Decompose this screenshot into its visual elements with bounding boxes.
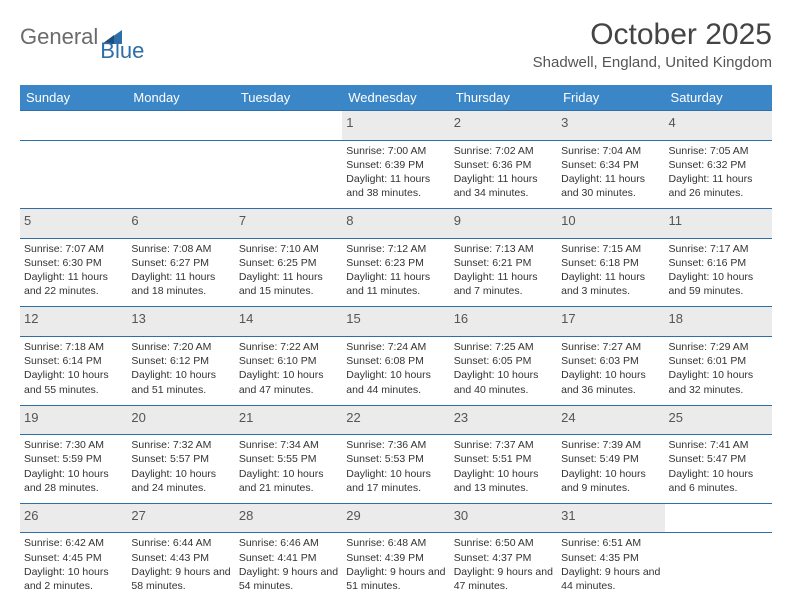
daynum-row: 19202122232425 bbox=[20, 405, 772, 435]
daynum-row: 262728293031 bbox=[20, 503, 772, 533]
day-number: 6 bbox=[127, 209, 234, 239]
empty-daynum bbox=[235, 111, 342, 141]
day-number: 24 bbox=[557, 405, 664, 435]
day-info: Sunrise: 7:22 AMSunset: 6:10 PMDaylight:… bbox=[235, 337, 342, 406]
day-info: Sunrise: 7:24 AMSunset: 6:08 PMDaylight:… bbox=[342, 337, 449, 406]
day-number: 29 bbox=[342, 503, 449, 533]
day-header-row: SundayMondayTuesdayWednesdayThursdayFrid… bbox=[20, 85, 772, 111]
empty-cell bbox=[127, 140, 234, 209]
info-row: Sunrise: 7:00 AMSunset: 6:39 PMDaylight:… bbox=[20, 140, 772, 209]
day-info: Sunrise: 7:07 AMSunset: 6:30 PMDaylight:… bbox=[20, 238, 127, 307]
day-number: 15 bbox=[342, 307, 449, 337]
day-number: 9 bbox=[450, 209, 557, 239]
day-info: Sunrise: 7:13 AMSunset: 6:21 PMDaylight:… bbox=[450, 238, 557, 307]
day-info: Sunrise: 7:27 AMSunset: 6:03 PMDaylight:… bbox=[557, 337, 664, 406]
day-info: Sunrise: 7:04 AMSunset: 6:34 PMDaylight:… bbox=[557, 140, 664, 209]
daynum-row: 12131415161718 bbox=[20, 307, 772, 337]
day-number: 30 bbox=[450, 503, 557, 533]
calendar-body: 1234Sunrise: 7:00 AMSunset: 6:39 PMDayli… bbox=[20, 111, 772, 602]
header: General Blue October 2025 Shadwell, Engl… bbox=[20, 18, 772, 71]
day-number: 26 bbox=[20, 503, 127, 533]
day-header: Saturday bbox=[665, 85, 772, 111]
day-number: 14 bbox=[235, 307, 342, 337]
day-number: 10 bbox=[557, 209, 664, 239]
day-number: 20 bbox=[127, 405, 234, 435]
day-header: Wednesday bbox=[342, 85, 449, 111]
day-number: 19 bbox=[20, 405, 127, 435]
day-info: Sunrise: 7:15 AMSunset: 6:18 PMDaylight:… bbox=[557, 238, 664, 307]
day-info: Sunrise: 6:46 AMSunset: 4:41 PMDaylight:… bbox=[235, 533, 342, 601]
day-number: 18 bbox=[665, 307, 772, 337]
empty-daynum bbox=[665, 503, 772, 533]
info-row: Sunrise: 7:30 AMSunset: 5:59 PMDaylight:… bbox=[20, 435, 772, 504]
day-info: Sunrise: 7:00 AMSunset: 6:39 PMDaylight:… bbox=[342, 140, 449, 209]
calendar-table: SundayMondayTuesdayWednesdayThursdayFrid… bbox=[20, 85, 772, 601]
day-number: 28 bbox=[235, 503, 342, 533]
day-info: Sunrise: 6:44 AMSunset: 4:43 PMDaylight:… bbox=[127, 533, 234, 601]
day-header: Sunday bbox=[20, 85, 127, 111]
title-block: October 2025 Shadwell, England, United K… bbox=[533, 18, 772, 71]
day-info: Sunrise: 7:37 AMSunset: 5:51 PMDaylight:… bbox=[450, 435, 557, 504]
day-info: Sunrise: 7:08 AMSunset: 6:27 PMDaylight:… bbox=[127, 238, 234, 307]
empty-daynum bbox=[20, 111, 127, 141]
day-number: 1 bbox=[342, 111, 449, 141]
day-info: Sunrise: 7:39 AMSunset: 5:49 PMDaylight:… bbox=[557, 435, 664, 504]
daynum-row: 567891011 bbox=[20, 209, 772, 239]
day-number: 13 bbox=[127, 307, 234, 337]
day-info: Sunrise: 7:41 AMSunset: 5:47 PMDaylight:… bbox=[665, 435, 772, 504]
day-info: Sunrise: 6:50 AMSunset: 4:37 PMDaylight:… bbox=[450, 533, 557, 601]
logo-text-blue: Blue bbox=[100, 38, 144, 64]
logo: General Blue bbox=[20, 18, 168, 50]
info-row: Sunrise: 7:18 AMSunset: 6:14 PMDaylight:… bbox=[20, 337, 772, 406]
day-number: 11 bbox=[665, 209, 772, 239]
empty-cell bbox=[235, 140, 342, 209]
location: Shadwell, England, United Kingdom bbox=[533, 54, 772, 71]
day-number: 7 bbox=[235, 209, 342, 239]
month-title: October 2025 bbox=[533, 18, 772, 52]
day-number: 27 bbox=[127, 503, 234, 533]
day-info: Sunrise: 7:30 AMSunset: 5:59 PMDaylight:… bbox=[20, 435, 127, 504]
day-info: Sunrise: 7:10 AMSunset: 6:25 PMDaylight:… bbox=[235, 238, 342, 307]
day-info: Sunrise: 7:12 AMSunset: 6:23 PMDaylight:… bbox=[342, 238, 449, 307]
day-info: Sunrise: 6:48 AMSunset: 4:39 PMDaylight:… bbox=[342, 533, 449, 601]
day-header: Friday bbox=[557, 85, 664, 111]
day-number: 4 bbox=[665, 111, 772, 141]
info-row: Sunrise: 7:07 AMSunset: 6:30 PMDaylight:… bbox=[20, 238, 772, 307]
day-info: Sunrise: 7:36 AMSunset: 5:53 PMDaylight:… bbox=[342, 435, 449, 504]
day-info: Sunrise: 7:25 AMSunset: 6:05 PMDaylight:… bbox=[450, 337, 557, 406]
day-info: Sunrise: 6:42 AMSunset: 4:45 PMDaylight:… bbox=[20, 533, 127, 601]
day-info: Sunrise: 7:32 AMSunset: 5:57 PMDaylight:… bbox=[127, 435, 234, 504]
day-number: 5 bbox=[20, 209, 127, 239]
empty-daynum bbox=[127, 111, 234, 141]
day-header: Thursday bbox=[450, 85, 557, 111]
day-number: 17 bbox=[557, 307, 664, 337]
day-number: 3 bbox=[557, 111, 664, 141]
day-info: Sunrise: 7:05 AMSunset: 6:32 PMDaylight:… bbox=[665, 140, 772, 209]
day-number: 16 bbox=[450, 307, 557, 337]
day-info: Sunrise: 7:18 AMSunset: 6:14 PMDaylight:… bbox=[20, 337, 127, 406]
day-header: Monday bbox=[127, 85, 234, 111]
day-number: 22 bbox=[342, 405, 449, 435]
day-info: Sunrise: 7:34 AMSunset: 5:55 PMDaylight:… bbox=[235, 435, 342, 504]
day-info: Sunrise: 7:17 AMSunset: 6:16 PMDaylight:… bbox=[665, 238, 772, 307]
daynum-row: 1234 bbox=[20, 111, 772, 141]
day-info: Sunrise: 6:51 AMSunset: 4:35 PMDaylight:… bbox=[557, 533, 664, 601]
day-number: 12 bbox=[20, 307, 127, 337]
empty-cell bbox=[20, 140, 127, 209]
day-info: Sunrise: 7:20 AMSunset: 6:12 PMDaylight:… bbox=[127, 337, 234, 406]
logo-text-general: General bbox=[20, 24, 98, 50]
day-header: Tuesday bbox=[235, 85, 342, 111]
day-number: 25 bbox=[665, 405, 772, 435]
empty-cell bbox=[665, 533, 772, 601]
day-number: 8 bbox=[342, 209, 449, 239]
day-number: 2 bbox=[450, 111, 557, 141]
day-number: 21 bbox=[235, 405, 342, 435]
day-number: 23 bbox=[450, 405, 557, 435]
day-info: Sunrise: 7:02 AMSunset: 6:36 PMDaylight:… bbox=[450, 140, 557, 209]
day-number: 31 bbox=[557, 503, 664, 533]
day-info: Sunrise: 7:29 AMSunset: 6:01 PMDaylight:… bbox=[665, 337, 772, 406]
info-row: Sunrise: 6:42 AMSunset: 4:45 PMDaylight:… bbox=[20, 533, 772, 601]
